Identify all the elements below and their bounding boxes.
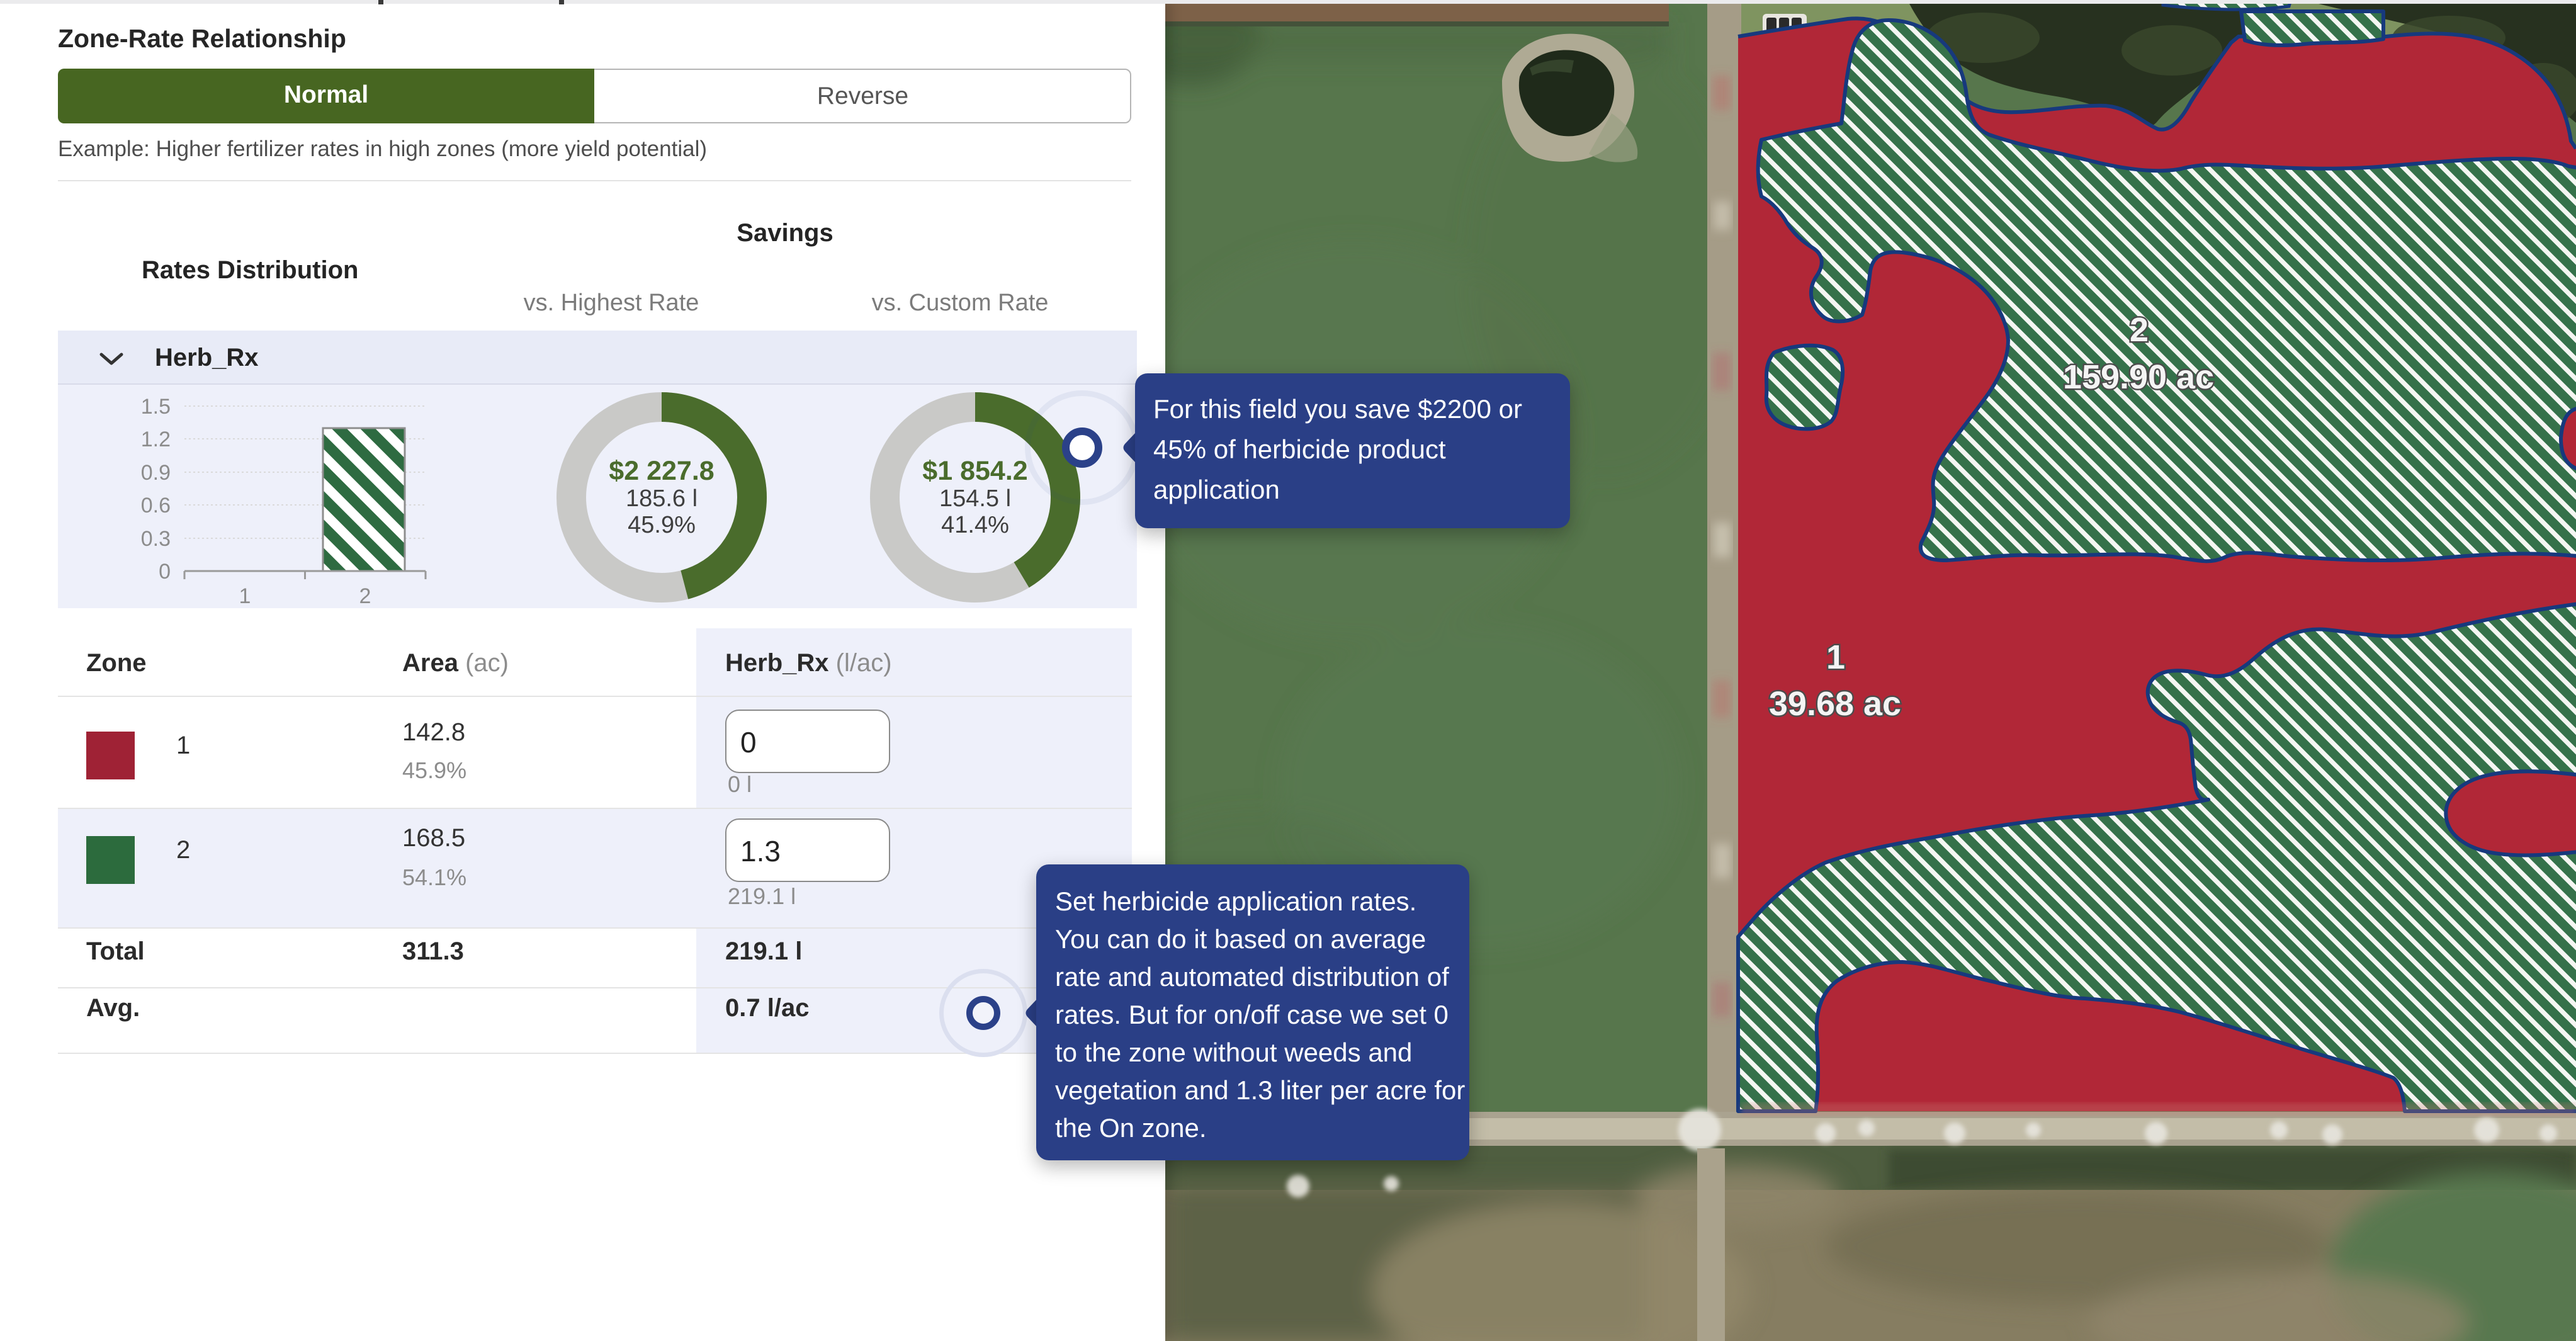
svg-text:$1 854.2: $1 854.2	[922, 456, 1027, 486]
svg-text:1: 1	[1826, 638, 1845, 676]
svg-text:45.9%: 45.9%	[628, 512, 696, 538]
svg-text:2: 2	[2130, 311, 2149, 349]
svg-text:1.2: 1.2	[141, 427, 171, 451]
svg-text:41.4%: 41.4%	[941, 512, 1009, 538]
svg-text:2: 2	[359, 584, 371, 608]
svg-text:154.5 l: 154.5 l	[939, 485, 1011, 512]
svg-text:39.68 ac: 39.68 ac	[1769, 685, 1901, 723]
svg-text:$2 227.8: $2 227.8	[609, 456, 714, 486]
svg-text:0: 0	[159, 560, 171, 584]
svg-text:0.9: 0.9	[141, 461, 171, 485]
svg-text:1: 1	[239, 584, 251, 608]
svg-text:185.6 l: 185.6 l	[626, 485, 698, 512]
svg-text:0.6: 0.6	[141, 494, 171, 518]
svg-text:0.3: 0.3	[141, 527, 171, 551]
svg-text:1.5: 1.5	[141, 395, 171, 419]
svg-text:159.90 ac: 159.90 ac	[2063, 358, 2214, 396]
